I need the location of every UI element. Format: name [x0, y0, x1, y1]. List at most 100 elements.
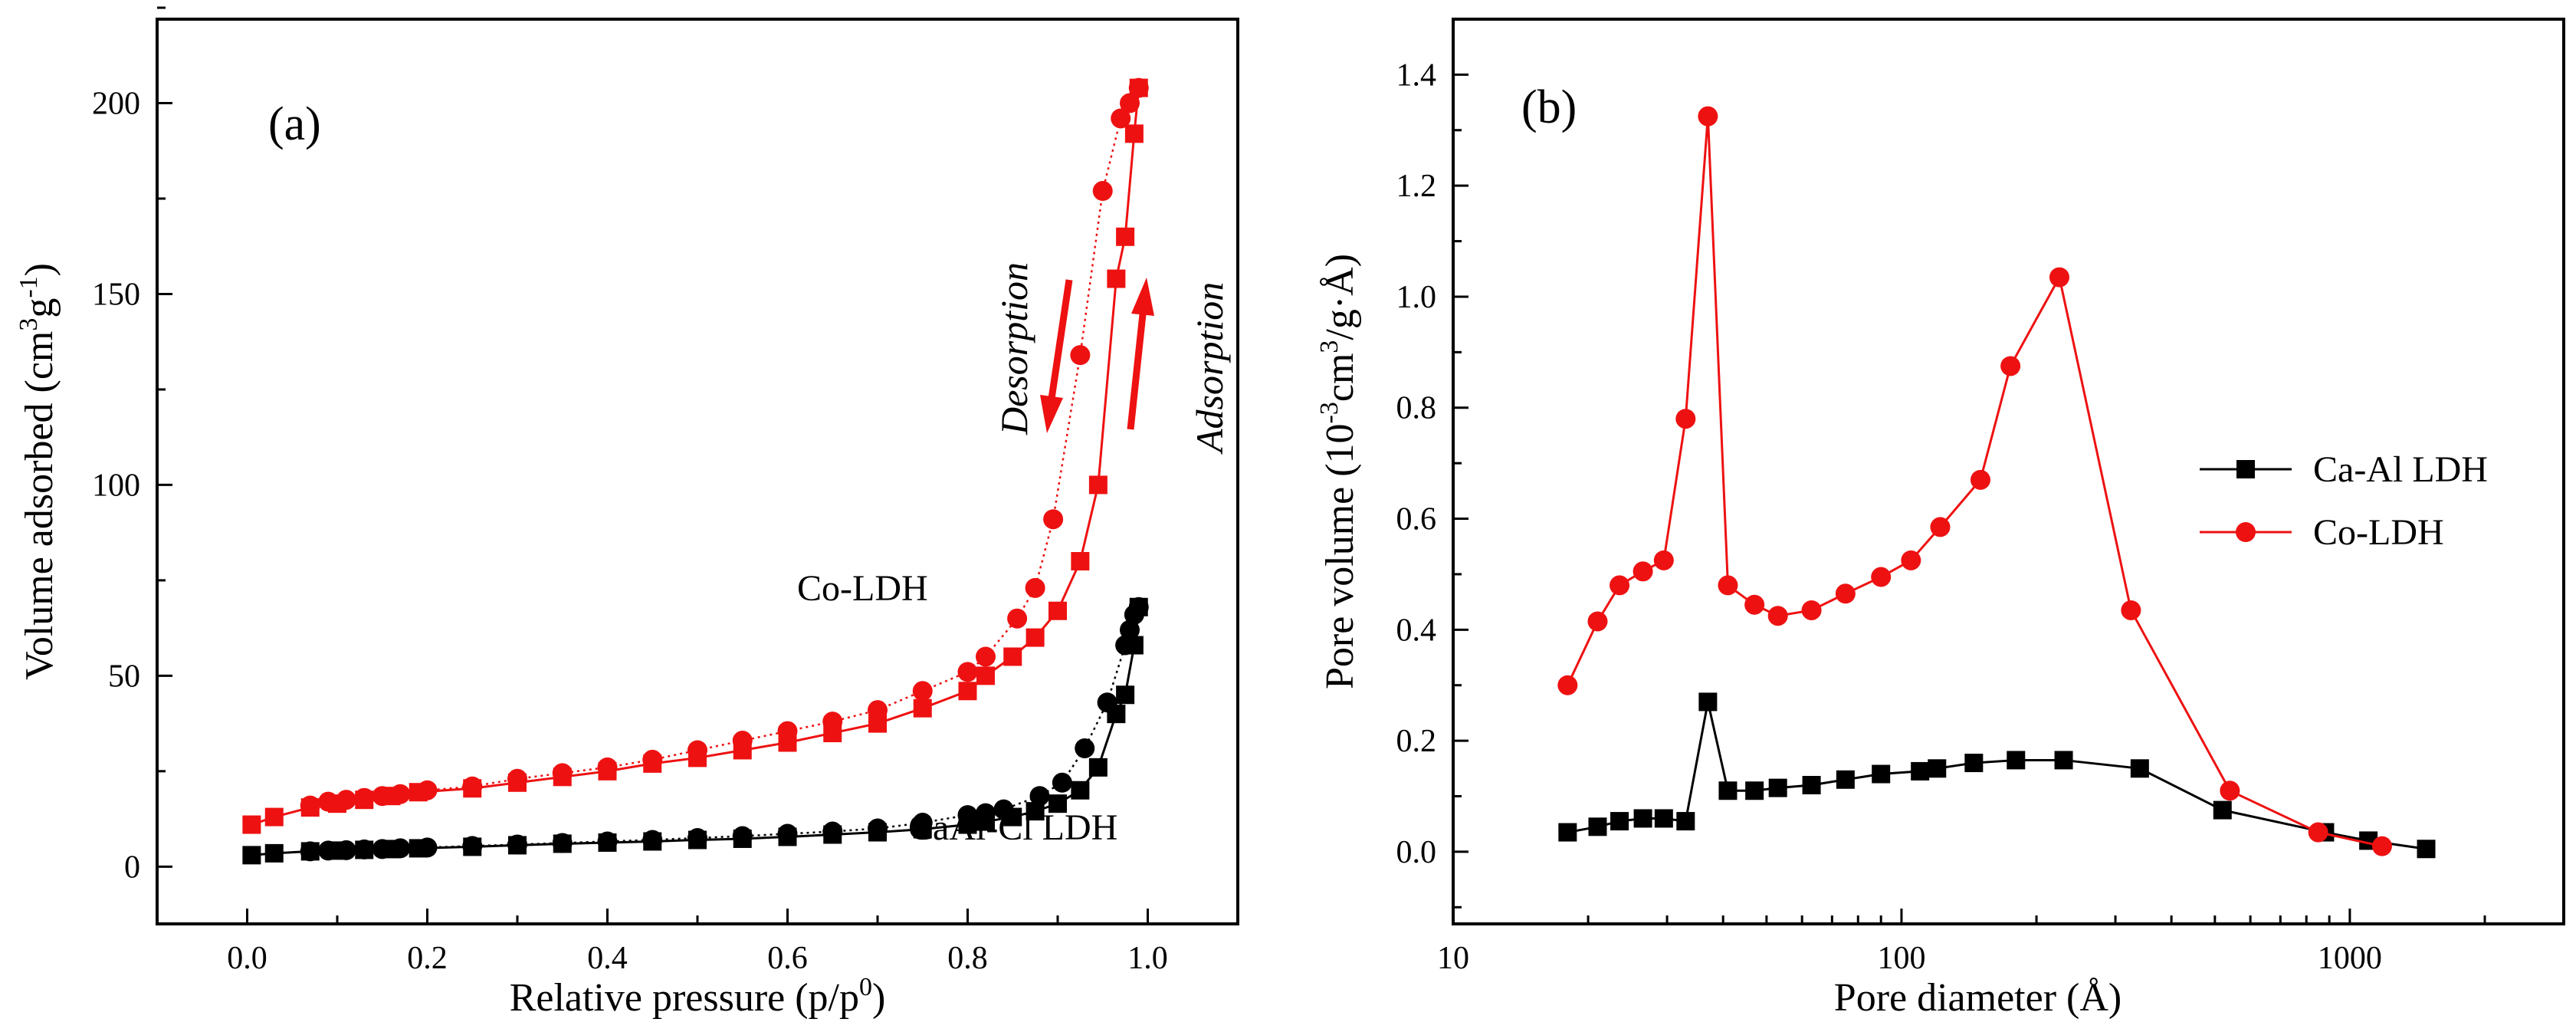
- data-point-a: [868, 818, 888, 839]
- data-point-a: [1075, 738, 1095, 758]
- data-point-b: [1558, 823, 1577, 842]
- data-point-a: [300, 841, 320, 862]
- y-axis-label-a: Volume adsorbed (cm3g-1): [15, 263, 61, 680]
- y-tick-label-a: 0: [124, 850, 140, 885]
- data-point-a: [976, 803, 996, 823]
- data-point-a: [1124, 604, 1144, 625]
- data-point-a: [1092, 181, 1113, 202]
- x-axis-label-sup-a: 0: [859, 973, 872, 1001]
- data-point-b: [1872, 764, 1891, 784]
- x-tick-label-b: 100: [1877, 941, 1925, 976]
- data-point-a: [462, 776, 483, 797]
- data-point-a: [354, 839, 375, 859]
- y-tick-label-b: 1.4: [1396, 58, 1437, 93]
- series-line-b: [1567, 702, 2427, 850]
- y-axis-label-text-a: Volume adsorbed (cm: [18, 331, 61, 680]
- data-point-a: [390, 784, 411, 804]
- data-point-b: [1970, 469, 1990, 490]
- data-point-a: [552, 833, 573, 853]
- chart-panel-a: 0.0 0.2 0.4 0.6 0.8 1.0 0 50 100 150 200 Relative p…: [15, 6, 1239, 1020]
- data-point-b: [1718, 781, 1738, 800]
- data-point-b: [2220, 781, 2240, 801]
- data-point-a: [822, 821, 843, 842]
- data-point-a: [1048, 601, 1067, 620]
- data-point-a: [336, 840, 356, 860]
- y-tick-label-b: 0.4: [1396, 613, 1437, 648]
- data-point-a: [1070, 345, 1091, 366]
- series-a-3: [300, 597, 1149, 862]
- adsorption-arrow-shaft: [1127, 314, 1147, 430]
- y-tick-label-b: 1.0: [1396, 280, 1437, 315]
- data-point-a: [597, 757, 618, 777]
- legend-b: Ca-Al LDH Co-LDH: [2200, 449, 2488, 553]
- data-point-a: [1097, 692, 1117, 713]
- data-point-a: [507, 834, 527, 855]
- data-point-a: [552, 763, 573, 784]
- series-a-0: [242, 78, 1148, 834]
- data-point-a: [687, 740, 707, 761]
- data-point-a: [777, 823, 798, 844]
- data-point-b: [1835, 583, 1856, 604]
- data-point-a: [242, 815, 261, 834]
- data-point-a: [417, 780, 438, 800]
- data-point-a: [390, 838, 411, 859]
- data-point-b: [2054, 751, 2073, 770]
- data-point-a: [868, 700, 888, 721]
- data-point-b: [1587, 611, 1608, 632]
- y-tick-label-a: 200: [92, 87, 140, 122]
- data-point-a: [1003, 647, 1022, 666]
- data-point-b: [1654, 809, 1673, 828]
- data-point-b: [1930, 517, 1951, 537]
- data-point-a: [507, 768, 527, 789]
- data-point-b: [1633, 561, 1653, 582]
- data-point-b: [1653, 550, 1674, 570]
- data-point-b: [2130, 759, 2149, 778]
- x-tick-label-b: 1000: [2318, 941, 2382, 976]
- series-b-0: [1558, 692, 2436, 859]
- y-axis-label-text-b: Pore volume (10: [1318, 423, 1362, 689]
- legend-label: Ca-Al LDH: [2313, 449, 2488, 490]
- panel-label-b: (b): [1521, 81, 1577, 133]
- data-point-a: [1029, 786, 1050, 807]
- y-tick-label-a: 100: [92, 468, 140, 503]
- x-tick-label-a: 0.0: [227, 941, 267, 976]
- data-point-b: [1871, 567, 1892, 587]
- data-point-a: [642, 749, 663, 770]
- data-point-a: [318, 840, 339, 861]
- y-axis-label-sup1-a: 3: [15, 318, 43, 331]
- data-point-b: [1836, 770, 1855, 789]
- panel-label-a: (a): [268, 98, 321, 150]
- data-point-a: [1071, 781, 1090, 800]
- data-point-a: [1048, 794, 1067, 813]
- y-axis-label-sup2-b: 3: [1315, 340, 1344, 353]
- data-point-b: [2049, 267, 2069, 288]
- y-axis-label-sup1-b: -3: [1315, 402, 1344, 423]
- data-point-a: [957, 662, 978, 682]
- y-tick-label-b: 0.0: [1396, 835, 1437, 870]
- x-axis-label-b: Pore diameter (Å): [1834, 976, 2122, 1020]
- data-point-a: [318, 791, 339, 812]
- data-point-b: [1588, 817, 1607, 836]
- data-point-b: [1911, 761, 1930, 781]
- data-point-b: [2417, 840, 2436, 859]
- data-point-b: [1964, 754, 1984, 773]
- data-point-a: [1115, 635, 1136, 656]
- data-point-b: [1901, 550, 1921, 570]
- data-point-a: [976, 666, 995, 685]
- x-tick-label-a: 0.6: [767, 941, 808, 976]
- data-point-b: [1744, 594, 1765, 615]
- y-tick-label-b: 1.2: [1396, 169, 1437, 204]
- data-point-b: [1802, 776, 1821, 795]
- data-point-a: [1007, 608, 1028, 629]
- x-tick-label-b: 10: [1437, 941, 1469, 976]
- data-point-a: [300, 795, 320, 816]
- y-axis-label-sup2-a: -1: [15, 276, 43, 297]
- data-point-a: [242, 846, 261, 865]
- series-line-b: [1566, 116, 2383, 848]
- data-point-b: [1718, 575, 1738, 596]
- data-point-b: [1676, 812, 1695, 831]
- desorption-arrow-head: [1040, 395, 1063, 433]
- data-point-a: [1025, 628, 1045, 647]
- data-point-a: [1043, 509, 1064, 530]
